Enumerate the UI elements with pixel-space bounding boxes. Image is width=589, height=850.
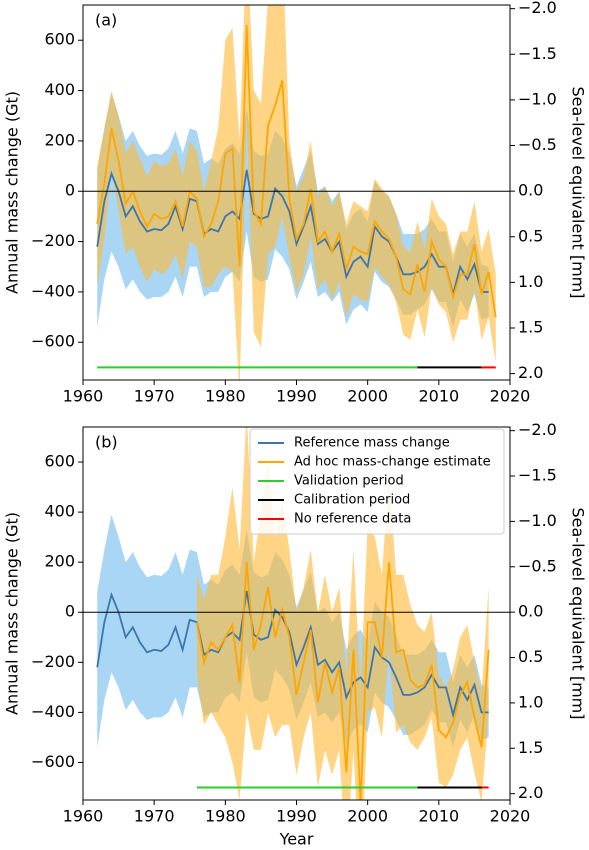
legend-label: No reference data xyxy=(294,512,411,527)
series-line xyxy=(96,590,489,719)
y2-axis-label: Sea-level equivalent [mm] xyxy=(569,507,588,719)
y-tick-label: 0 xyxy=(65,602,75,621)
y2-axis-label: Sea-level equivalent [mm] xyxy=(569,86,588,298)
panel-label: (a) xyxy=(95,11,117,30)
legend-label: Reference mass change xyxy=(294,436,450,451)
y-tick-label: −600 xyxy=(31,752,75,771)
y2-tick-label: −0.5 xyxy=(518,135,557,154)
x-tick-label: 2020 xyxy=(490,807,531,826)
legend-label: Ad hoc mass-change estimate xyxy=(294,455,491,470)
y2-tick-label: 0.0 xyxy=(518,181,543,200)
x-tick-label: 1980 xyxy=(205,387,246,406)
y2-tick-label: 1.0 xyxy=(518,272,543,291)
y2-tick-label: 2.0 xyxy=(518,363,543,382)
x-tick-label: 1960 xyxy=(63,807,104,826)
y-tick-label: −600 xyxy=(31,332,75,351)
y2-tick-label: −2.0 xyxy=(518,0,557,17)
series-line xyxy=(96,25,497,318)
x-tick-label: 2000 xyxy=(347,387,388,406)
x-tick-label: 2010 xyxy=(418,387,459,406)
y2-tick-label: −2.0 xyxy=(518,420,557,439)
series-line xyxy=(96,169,489,295)
plot-area xyxy=(83,5,510,380)
y-tick-label: 200 xyxy=(44,552,75,571)
y-tick-label: 200 xyxy=(44,130,75,149)
y2-tick-label: 2.0 xyxy=(518,783,543,802)
series-line xyxy=(195,562,490,800)
x-tick-label: 1980 xyxy=(205,807,246,826)
y-tick-label: −400 xyxy=(31,281,75,300)
y2-tick-label: 0.0 xyxy=(518,602,543,621)
x-tick-label: 1990 xyxy=(276,387,317,406)
y2-tick-label: 0.5 xyxy=(518,226,543,245)
y-tick-label: −200 xyxy=(31,652,75,671)
y-tick-label: 0 xyxy=(65,181,75,200)
y2-tick-label: −0.5 xyxy=(518,556,557,575)
y2-tick-label: 1.5 xyxy=(518,738,543,757)
y-axis-label: Annual mass change (Gt) xyxy=(3,512,22,715)
y2-tick-label: 1.5 xyxy=(518,317,543,336)
x-axis-label: Year xyxy=(279,830,314,849)
y-axis-label: Annual mass change (Gt) xyxy=(3,91,22,294)
y2-tick-label: −1.5 xyxy=(518,466,557,485)
y-tick-label: 400 xyxy=(44,80,75,99)
y-tick-label: 400 xyxy=(44,502,75,521)
panel-label: (b) xyxy=(95,433,118,452)
uncertainty-band xyxy=(97,5,496,380)
y-tick-label: −200 xyxy=(31,231,75,250)
x-tick-label: 1990 xyxy=(276,807,317,826)
x-tick-label: 1960 xyxy=(63,387,104,406)
y2-tick-label: −1.5 xyxy=(518,44,557,63)
x-tick-label: 1970 xyxy=(134,807,175,826)
y2-tick-label: −1.0 xyxy=(518,511,557,530)
legend-label: Validation period xyxy=(294,474,404,489)
y2-tick-label: 1.0 xyxy=(518,692,543,711)
y-tick-label: −400 xyxy=(31,702,75,721)
y2-tick-label: 0.5 xyxy=(518,647,543,666)
legend-label: Calibration period xyxy=(294,493,410,508)
x-tick-label: 2000 xyxy=(347,807,388,826)
y2-tick-label: −1.0 xyxy=(518,89,557,108)
y-tick-label: 600 xyxy=(44,30,75,49)
x-tick-label: 1970 xyxy=(134,387,175,406)
x-tick-label: 2010 xyxy=(418,807,459,826)
legend-box xyxy=(249,428,505,535)
y-tick-label: 600 xyxy=(44,452,75,471)
x-tick-label: 2020 xyxy=(490,387,531,406)
